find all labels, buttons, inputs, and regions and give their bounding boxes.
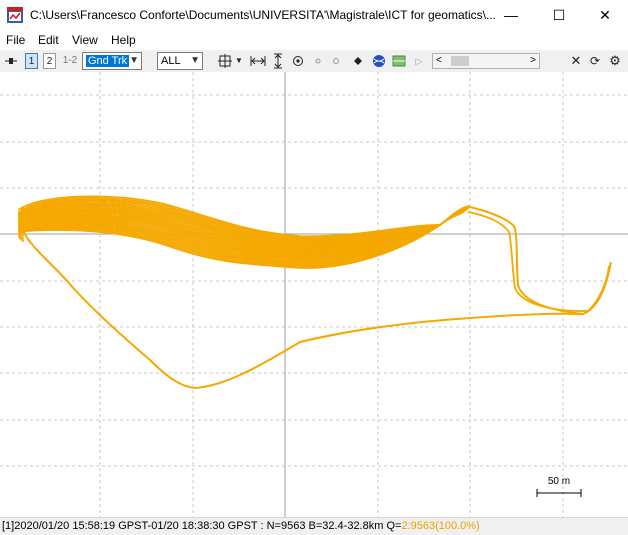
- solution-2-button[interactable]: 2: [43, 53, 56, 69]
- fit-vertical-icon[interactable]: [272, 53, 284, 69]
- scroll-right-icon[interactable]: >: [530, 55, 536, 66]
- globe-icon[interactable]: [372, 53, 386, 69]
- solution-12-button[interactable]: 1-2: [62, 55, 78, 66]
- status-bar: [1]2020/01/20 15:58:19 GPST-01/20 18:38:…: [0, 517, 628, 535]
- plot-type-value: Gnd Trk: [86, 55, 130, 67]
- scale-line: [536, 489, 582, 497]
- maximize-button[interactable]: ☐: [552, 7, 566, 23]
- satellite-value: ALL: [161, 55, 181, 67]
- track-outbound-loop: [23, 231, 612, 390]
- track-return-loop: [469, 206, 584, 315]
- plot-grid: [0, 72, 628, 517]
- point-large-icon[interactable]: [352, 53, 364, 69]
- satellite-select[interactable]: ALL ▼: [157, 52, 203, 70]
- status-quality: 2:9563(100.0%): [401, 520, 480, 532]
- toolbar: 1 2 1-2 Gnd Trk ▼ ALL ▼ ▼: [0, 50, 628, 72]
- time-scrollbar[interactable]: < >: [432, 53, 540, 69]
- close-button[interactable]: ✕: [599, 7, 611, 23]
- app-icon: [7, 7, 23, 23]
- point-small-icon[interactable]: [313, 53, 323, 69]
- track-turn: [18, 228, 25, 243]
- scroll-left-icon[interactable]: <: [436, 55, 442, 66]
- scale-bar: 50 m: [536, 476, 582, 498]
- center-origin-icon[interactable]: [218, 53, 232, 69]
- menu-help[interactable]: Help: [111, 33, 136, 47]
- menu-edit[interactable]: Edit: [38, 33, 59, 47]
- menu-file[interactable]: File: [6, 33, 26, 47]
- track-lap: [20, 205, 471, 269]
- track-bundle: [17, 195, 471, 269]
- ground-track-plot[interactable]: 50 m: [0, 72, 628, 517]
- menu-bar: File Edit View Help: [0, 30, 628, 50]
- time-range-icon[interactable]: [4, 53, 18, 69]
- gear-icon[interactable]: ⚙: [609, 53, 621, 68]
- plot-axes: [0, 72, 628, 517]
- plot-canvas: [0, 72, 628, 517]
- menu-view[interactable]: View: [72, 33, 98, 47]
- chevron-down-icon: ▼: [129, 55, 139, 66]
- show-track-icon[interactable]: [292, 53, 304, 69]
- minimize-button[interactable]: —: [504, 7, 518, 23]
- chevron-down-icon: ▼: [190, 55, 200, 66]
- solution-1-button[interactable]: 1: [25, 53, 38, 69]
- scroll-thumb[interactable]: [451, 56, 469, 66]
- refresh-icon[interactable]: ⟳: [589, 54, 601, 68]
- close-icon[interactable]: ✕: [570, 53, 582, 68]
- window-title: C:\Users\Francesco Conforte\Documents\UN…: [30, 8, 496, 22]
- scale-label: 50 m: [547, 476, 571, 487]
- status-text: [1]2020/01/20 15:58:19 GPST-01/20 18:38:…: [2, 520, 402, 532]
- map-image-icon[interactable]: [392, 53, 406, 69]
- play-icon[interactable]: ▷: [415, 56, 423, 66]
- track-return-loop-inner: [467, 211, 610, 312]
- point-medium-icon[interactable]: [331, 53, 341, 69]
- plot-type-select[interactable]: Gnd Trk ▼: [82, 52, 142, 70]
- fit-horizontal-icon[interactable]: [250, 53, 266, 69]
- title-bar: C:\Users\Francesco Conforte\Documents\UN…: [0, 0, 628, 30]
- chevron-down-icon[interactable]: ▼: [235, 56, 243, 65]
